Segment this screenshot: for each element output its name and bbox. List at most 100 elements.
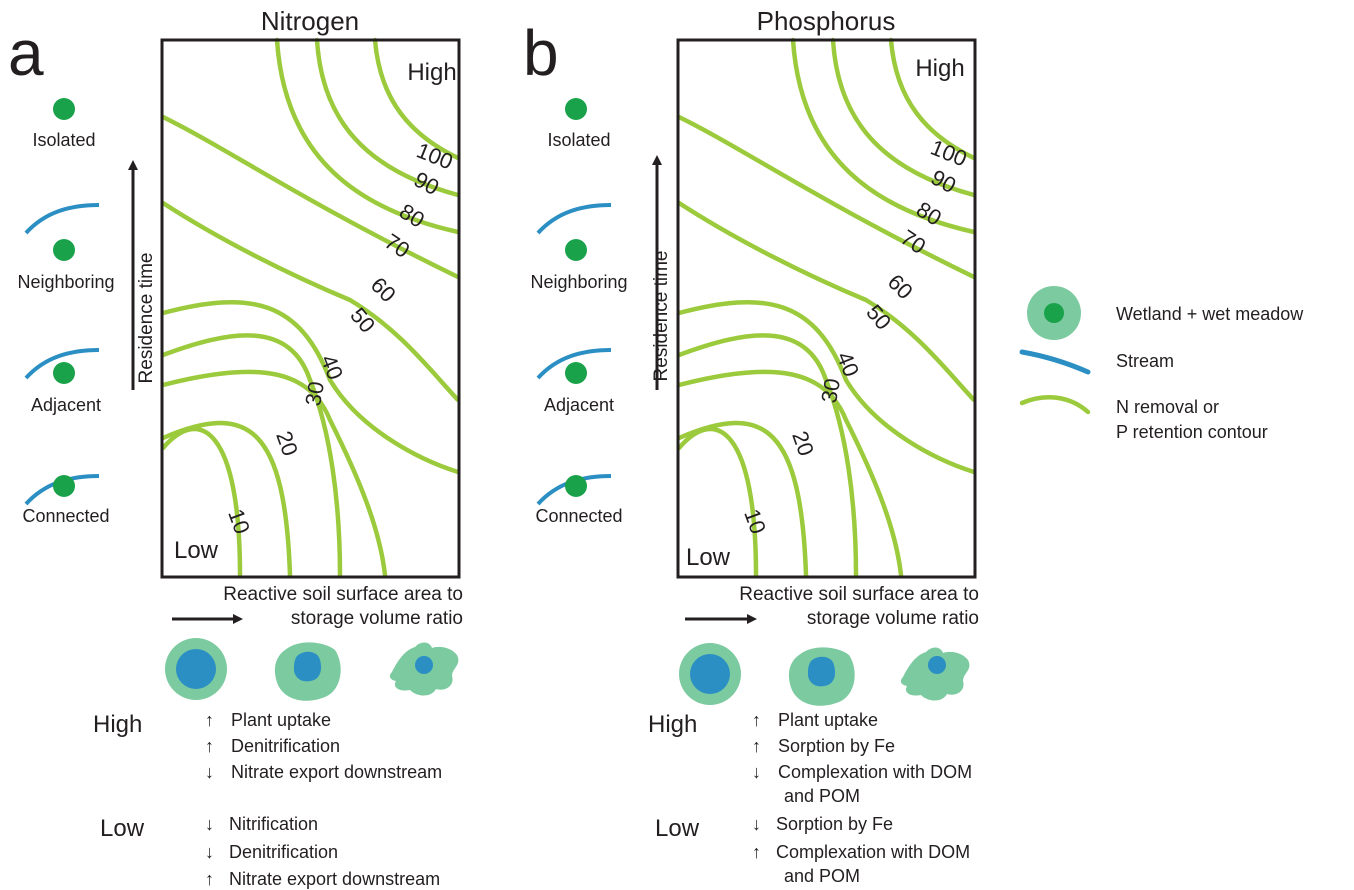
panel-a-adjacent-label: Adjacent (31, 395, 101, 415)
panel-b-frame (676, 38, 977, 579)
panel-b-low-process-2-cont: and POM (784, 866, 860, 886)
panel-a-contour-label-60: 60 (366, 272, 401, 307)
panel-b-high-process-2: Sorption by Fe (778, 736, 895, 756)
panel-b-contour-label-50: 50 (861, 300, 896, 335)
panel-a: a Nitrogen High Low 100 90 80 70 60 50 4… (8, 6, 463, 889)
panel-b-contour-label-20: 20 (787, 428, 819, 460)
panel-a-title: Nitrogen (261, 6, 359, 36)
panel-b-neighboring-label: Neighboring (530, 272, 627, 292)
panel-b-low-label: Low (655, 815, 700, 842)
legend: Wetland + wet meadow Stream N removal or… (1019, 286, 1304, 442)
legend-stream-icon (1019, 349, 1091, 375)
panel-a-wetland-round-water-icon (176, 649, 216, 689)
panel-a-high-process-1-arrow-icon: ↑ (205, 710, 214, 730)
panel-a-high-process-3: Nitrate export downstream (231, 762, 442, 782)
panel-b-low-process-1: Sorption by Fe (776, 814, 893, 834)
panel-b-y-axis-label: Residence time (651, 251, 672, 382)
panel-b-low-process-1-arrow-icon: ↓ (752, 814, 761, 834)
panel-a-low-label: Low (100, 815, 145, 842)
panel-b-high-process-2-arrow-icon: ↑ (752, 736, 761, 756)
panel-b-high-label: High (648, 711, 697, 738)
panel-a-high-process-1: Plant uptake (231, 710, 331, 730)
panel-a-x-axis-label-line1: Reactive soil surface area to (223, 584, 463, 605)
panel-b-low-process-2: Complexation with DOM (776, 842, 970, 862)
panel-b-contours (679, 40, 974, 575)
panel-a-wetland-star-water-icon (415, 656, 433, 674)
panel-a-contour-label-30: 30 (300, 379, 329, 407)
panel-b-x-axis-label-line1: Reactive soil surface area to (739, 584, 979, 605)
panel-b-title: Phosphorus (757, 6, 896, 36)
panel-a-low-process-1-arrow-icon: ↓ (205, 814, 214, 834)
panel-a-high-process-2-arrow-icon: ↑ (205, 736, 214, 756)
panel-a-low-process-2: Denitrification (229, 842, 338, 862)
panel-b: b Phosphorus High Low 100 90 80 70 60 50… (523, 6, 979, 886)
panel-b-contour-label-80: 80 (912, 197, 946, 231)
panel-b-neighboring-stream-icon (536, 203, 612, 235)
panel-a-y-axis-label: Residence time (136, 253, 157, 384)
panel-a-high-process-2: Denitrification (231, 736, 340, 756)
panel-b-letter: b (523, 17, 559, 89)
panel-a-high-label: High (93, 711, 142, 738)
panel-b-contour-label-100: 100 (927, 135, 970, 172)
panel-b-high-process-3-cont: and POM (784, 786, 860, 806)
panel-a-contour-label-20: 20 (271, 428, 303, 460)
panel-b-contour-label-40: 40 (832, 348, 864, 380)
panel-a-low-process-2-arrow-icon: ↓ (205, 842, 214, 862)
panel-b-connected-label: Connected (535, 506, 622, 526)
panel-a-contour-label-80: 80 (395, 199, 429, 233)
panel-b-neighboring-wetland-icon (565, 239, 587, 261)
legend-wetland-center-icon (1044, 303, 1064, 323)
panel-a-high-corner: High (407, 59, 456, 86)
panel-b-isolated-wetland-icon (565, 98, 587, 120)
panel-a-contour-label-90: 90 (410, 167, 443, 201)
panel-a-low-process-3-arrow-icon: ↑ (205, 869, 214, 889)
panel-a-frame (160, 38, 461, 579)
panel-b-adjacent-label: Adjacent (544, 395, 614, 415)
panel-b-contour-label-60: 60 (883, 269, 918, 304)
panel-b-connected-wetland-icon (565, 475, 587, 497)
panel-b-x-axis-label-line2: storage volume ratio (807, 608, 979, 629)
legend-contour-label-line2: P retention contour (1116, 422, 1268, 442)
panel-b-contour-label-30: 30 (816, 376, 845, 404)
panel-a-low-process-1: Nitrification (229, 814, 318, 834)
panel-a-high-process-3-arrow-icon: ↓ (205, 762, 214, 782)
panel-a-connected-wetland-icon (53, 475, 75, 497)
panel-a-contour-label-10: 10 (223, 506, 255, 538)
panel-b-low-corner: Low (686, 544, 731, 571)
panel-b-isolated-label: Isolated (547, 130, 610, 150)
panel-a-contour-label-70: 70 (380, 229, 414, 263)
panel-a-contours (163, 40, 458, 575)
panel-b-wetland-star-icon (900, 647, 970, 701)
panel-b-contour-label-10: 10 (739, 506, 771, 538)
panel-b-high-process-1-arrow-icon: ↑ (752, 710, 761, 730)
panel-b-wetland-star-water-icon (928, 656, 946, 674)
legend-wetland-label: Wetland + wet meadow (1116, 304, 1304, 324)
panel-b-adjacent-stream-icon (536, 348, 612, 380)
panel-a-neighboring-wetland-icon (53, 239, 75, 261)
panel-a-connected-label: Connected (22, 506, 109, 526)
panel-a-isolated-wetland-icon (53, 98, 75, 120)
panel-a-low-process-3: Nitrate export downstream (229, 869, 440, 889)
panel-b-adjacent-wetland-icon (565, 362, 587, 384)
panel-a-isolated-label: Isolated (32, 130, 95, 150)
panel-b-wetland-round-water-icon (690, 654, 730, 694)
panel-b-high-corner: High (915, 55, 964, 82)
panel-a-neighboring-stream-icon (24, 203, 100, 235)
panel-a-x-axis-label-line2: storage volume ratio (291, 608, 463, 629)
panel-a-letter: a (8, 17, 44, 89)
legend-contour-label-line1: N removal or (1116, 397, 1219, 417)
panel-a-neighboring-label: Neighboring (17, 272, 114, 292)
panel-b-low-process-2-arrow-icon: ↑ (752, 842, 761, 862)
legend-stream-label: Stream (1116, 351, 1174, 371)
panel-b-high-process-3: Complexation with DOM (778, 762, 972, 782)
panel-b-wetland-irregular-water-icon (807, 656, 836, 687)
panel-a-low-corner: Low (174, 537, 219, 564)
panel-a-adjacent-stream-icon (24, 348, 100, 380)
panel-b-high-process-3-arrow-icon: ↓ (752, 762, 761, 782)
panel-b-contour-label-90: 90 (927, 165, 960, 199)
panel-a-wetland-irregular-water-icon (293, 651, 322, 682)
panel-b-high-process-1: Plant uptake (778, 710, 878, 730)
panel-a-adjacent-wetland-icon (53, 362, 75, 384)
